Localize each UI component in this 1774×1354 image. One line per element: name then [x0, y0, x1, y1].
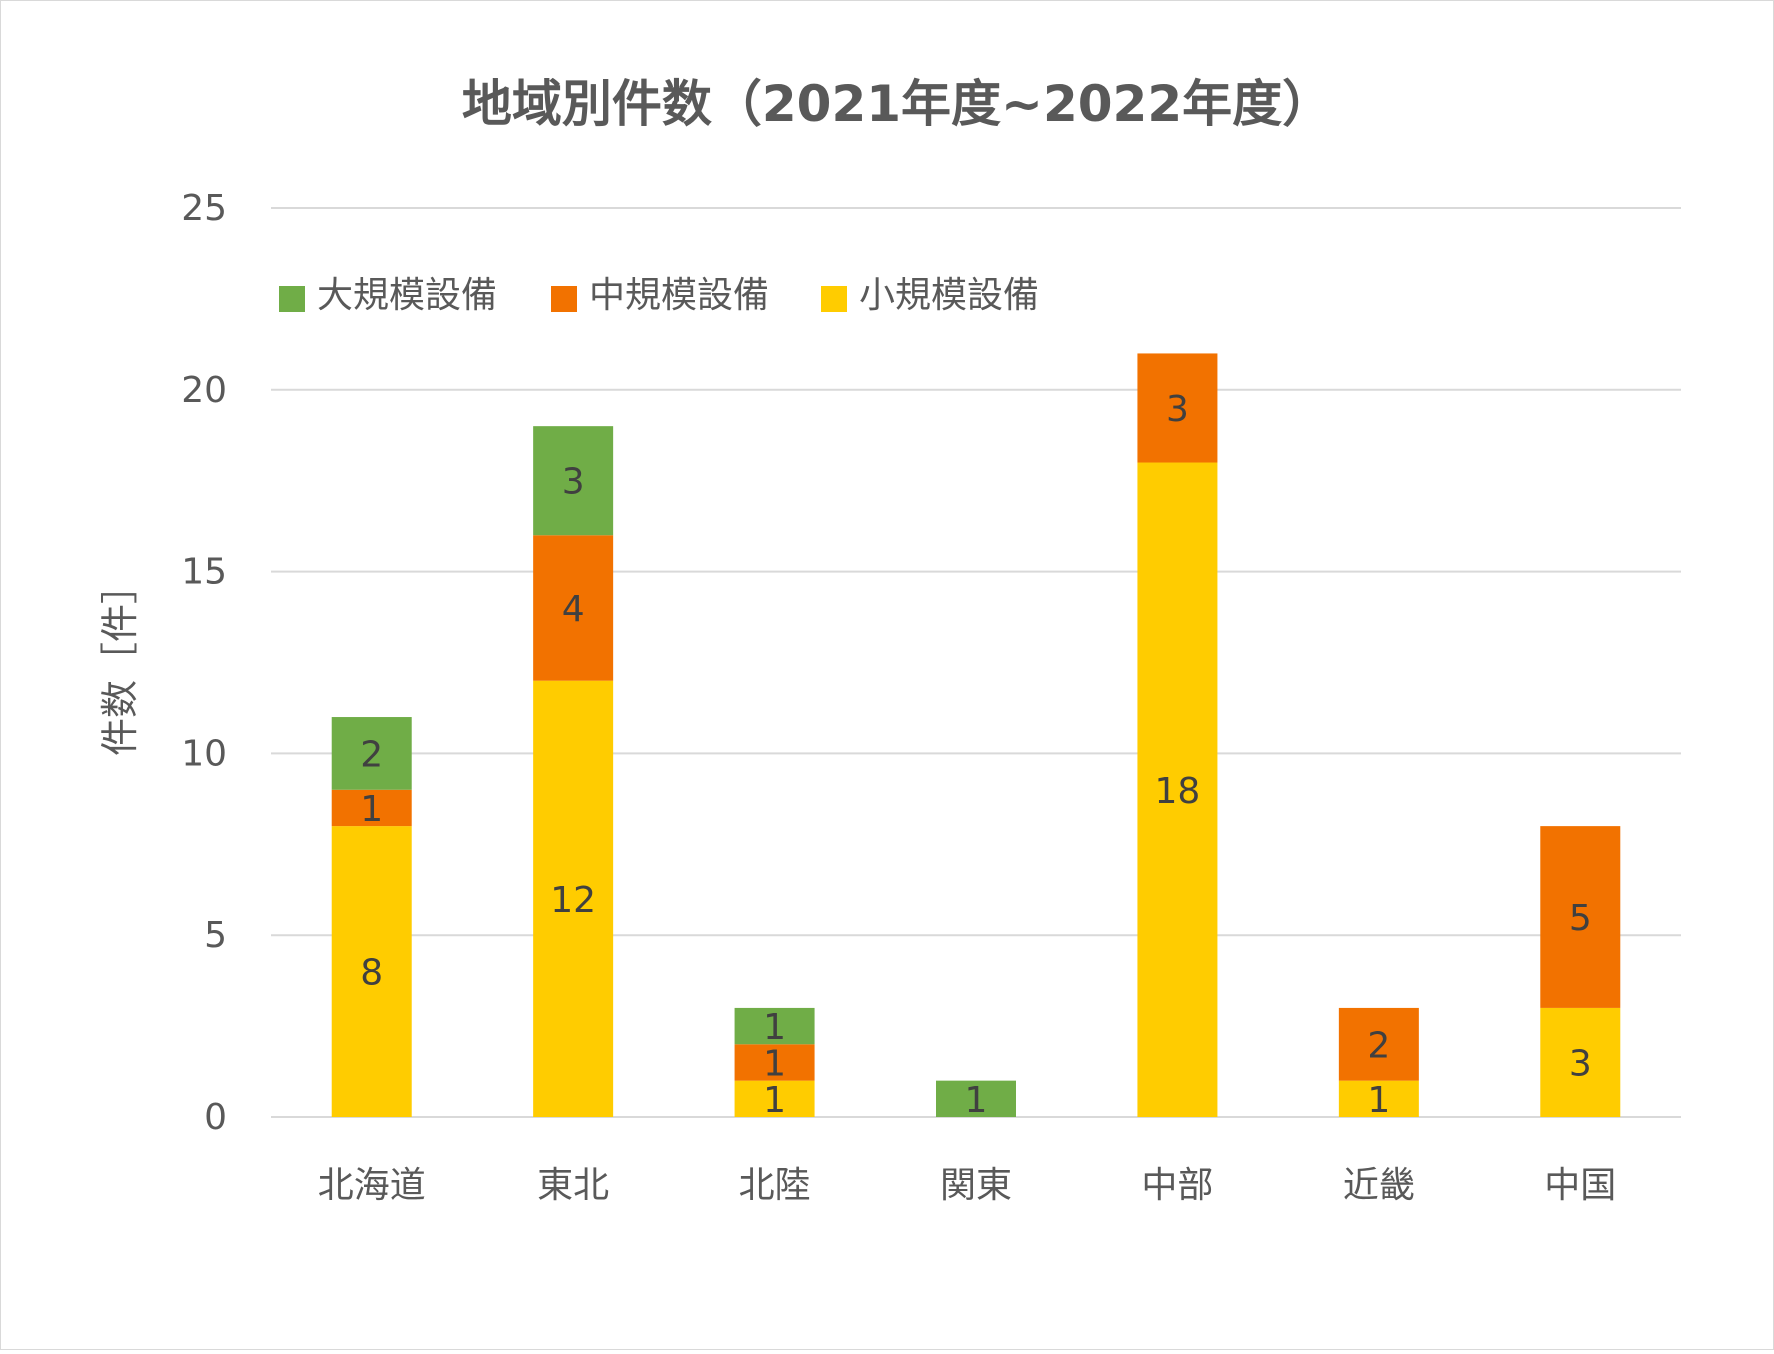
x-tick-label: 東北 [537, 1165, 609, 1206]
bar-segment [533, 426, 614, 536]
y-tick-label: 20 [181, 370, 227, 411]
y-axis-label: 件数［件］ [98, 566, 142, 756]
bar-segment [331, 717, 412, 790]
x-tick-label: 中部 [1141, 1165, 1213, 1206]
gridlines [271, 207, 1681, 1118]
x-axis-categories: 北海道 東北 北陸 関東 中部 近畿 中国 [318, 1165, 1617, 1206]
bar-segment [533, 680, 614, 1117]
data-label: 3 [1166, 389, 1189, 430]
bar-segment [1540, 1007, 1621, 1117]
y-axis-ticks: 0 5 10 15 20 25 [181, 188, 227, 1138]
x-tick-label: 中国 [1544, 1165, 1616, 1206]
data-label: 2 [360, 734, 383, 775]
y-tick-label: 25 [181, 188, 227, 229]
bar-segment [331, 789, 412, 827]
chart-title: 地域別件数（2021年度~2022年度） [462, 75, 1332, 133]
data-label: 1 [763, 1043, 786, 1084]
legend-swatch [551, 286, 577, 312]
x-tick-label: 近畿 [1343, 1165, 1415, 1206]
bar-segment [1137, 462, 1218, 1117]
data-label: 5 [1569, 898, 1592, 939]
data-label: 1 [360, 789, 383, 830]
y-tick-label: 5 [204, 915, 227, 956]
bar-segment [1338, 1007, 1419, 1081]
data-label: 8 [360, 953, 383, 994]
data-label: 3 [562, 462, 585, 503]
y-tick-label: 15 [181, 552, 227, 593]
bar-segment [331, 826, 412, 1117]
legend-label: 小規模設備 [859, 275, 1039, 316]
bar-segment [1540, 826, 1621, 1008]
data-label: 3 [1569, 1043, 1592, 1084]
data-label: 12 [550, 880, 596, 921]
legend-label: 中規模設備 [589, 275, 769, 316]
data-label: 1 [763, 1007, 786, 1048]
bar-segment [533, 535, 614, 681]
data-label: 1 [1367, 1080, 1390, 1121]
data-label: 1 [763, 1080, 786, 1121]
bar-segment [1137, 353, 1218, 463]
bar-segment [734, 1007, 815, 1045]
legend-label: 大規模設備 [317, 275, 497, 316]
legend-swatch [279, 286, 305, 312]
bar-segment [734, 1080, 815, 1117]
bar-segment [1338, 1080, 1419, 1117]
data-label: 1 [965, 1080, 988, 1121]
y-tick-label: 10 [181, 733, 227, 774]
bar-segment [734, 1044, 815, 1081]
data-label: 18 [1155, 771, 1201, 812]
data-label: 4 [562, 589, 585, 630]
data-label: 2 [1367, 1025, 1390, 1066]
x-tick-label: 関東 [940, 1165, 1012, 1206]
x-tick-label: 北海道 [318, 1165, 426, 1206]
bars [331, 353, 1621, 1117]
x-tick-label: 北陸 [739, 1165, 811, 1206]
y-tick-label: 0 [204, 1097, 227, 1138]
bar-segment [936, 1080, 1016, 1117]
legend: 大規模設備 中規模設備 小規模設備 [279, 275, 1039, 316]
legend-swatch [821, 286, 847, 312]
